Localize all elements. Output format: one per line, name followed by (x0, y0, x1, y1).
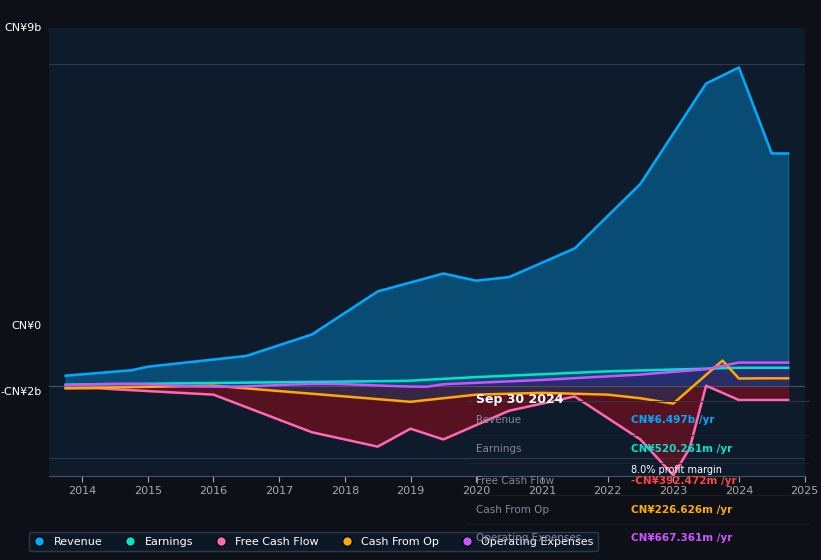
Text: Free Cash Flow: Free Cash Flow (476, 476, 554, 486)
Text: Revenue: Revenue (476, 415, 521, 425)
Text: -CN¥392.472m /yr: -CN¥392.472m /yr (631, 476, 736, 486)
Legend: Revenue, Earnings, Free Cash Flow, Cash From Op, Operating Expenses: Revenue, Earnings, Free Cash Flow, Cash … (30, 532, 598, 551)
Text: Cash From Op: Cash From Op (476, 505, 549, 515)
Text: Sep 30 2024: Sep 30 2024 (476, 393, 563, 407)
Text: Earnings: Earnings (476, 444, 521, 454)
Text: CN¥667.361m /yr: CN¥667.361m /yr (631, 534, 732, 544)
Text: CN¥226.626m /yr: CN¥226.626m /yr (631, 505, 732, 515)
Text: Operating Expenses: Operating Expenses (476, 534, 581, 544)
Text: 8.0% profit margin: 8.0% profit margin (631, 465, 722, 475)
Text: CN¥6.497b /yr: CN¥6.497b /yr (631, 415, 714, 425)
Text: CN¥520.261m /yr: CN¥520.261m /yr (631, 444, 732, 454)
Text: -CN¥2b: -CN¥2b (1, 388, 42, 397)
Text: CN¥9b: CN¥9b (4, 23, 42, 33)
Text: CN¥0: CN¥0 (11, 321, 42, 331)
